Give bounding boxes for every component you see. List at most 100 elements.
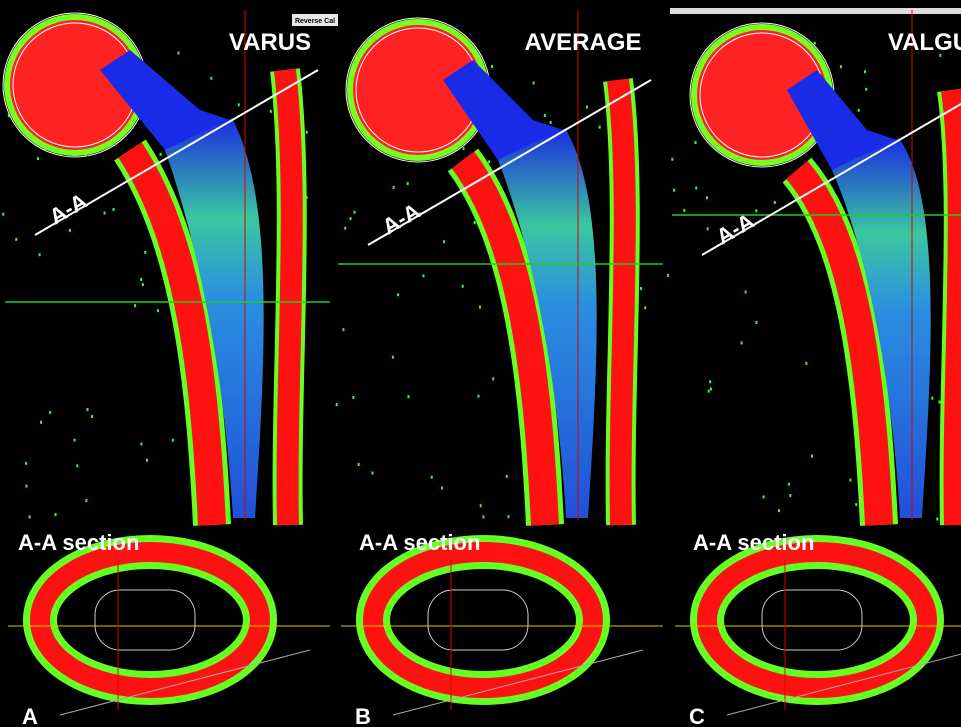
speckle [744, 290, 747, 294]
view-title: VARUS [229, 29, 311, 56]
speckle [740, 341, 743, 345]
toolbar-label: Reverse Cal [295, 18, 335, 25]
speckle [709, 380, 712, 384]
speckle [479, 504, 482, 508]
speckle [706, 227, 709, 231]
speckle [36, 157, 39, 161]
speckle [86, 407, 89, 411]
speckle [849, 478, 852, 482]
speckle [177, 51, 180, 55]
section-diagonal [59, 649, 311, 716]
speckle [695, 186, 698, 190]
speckle [805, 361, 808, 365]
speckle [644, 306, 647, 310]
speckle [773, 201, 776, 205]
panel-letter: B [355, 704, 371, 727]
speckle [407, 395, 410, 399]
section-line [701, 102, 961, 256]
speckle [478, 305, 481, 309]
section-label: A-A section [693, 530, 814, 555]
speckle [473, 221, 476, 225]
speckle [863, 70, 866, 74]
stem-section-outline [427, 589, 529, 651]
speckle [673, 188, 676, 192]
speckle [85, 499, 88, 503]
view-title: AVERAGE [525, 29, 642, 56]
panel-letter: C [689, 704, 705, 727]
toolbar-button [292, 14, 338, 26]
toolbar-strip [670, 8, 961, 14]
speckle [146, 458, 149, 462]
speckle [461, 284, 464, 288]
speckle [462, 147, 465, 151]
speckle [171, 438, 174, 442]
cortex-right [274, 68, 303, 526]
speckle [159, 152, 162, 156]
speckle [210, 76, 213, 80]
section-line [367, 79, 652, 246]
speckle [144, 250, 147, 254]
cortex-right [941, 88, 961, 526]
speckle [357, 462, 360, 466]
speckle [532, 81, 535, 85]
speckle [91, 415, 94, 419]
speckle [406, 182, 409, 186]
speckle [865, 87, 868, 91]
speckle [353, 210, 356, 214]
speckle [76, 464, 79, 468]
speckle [813, 41, 816, 45]
stem-section-outline [761, 589, 863, 651]
speckle [505, 474, 508, 478]
speckle [140, 277, 143, 281]
speckle [392, 185, 395, 189]
speckle [25, 484, 28, 488]
speckle [707, 389, 710, 393]
speckle [156, 309, 159, 313]
cortex-left [786, 160, 893, 526]
speckle [491, 64, 494, 68]
speckle [762, 495, 765, 499]
cortex-left [118, 142, 226, 526]
speckle [443, 240, 446, 244]
speckle [477, 394, 480, 398]
speckle [488, 160, 491, 164]
speckle [939, 53, 942, 57]
stem-body [498, 128, 597, 518]
speckle [507, 515, 510, 519]
cross-section [697, 542, 937, 698]
speckle [73, 438, 76, 442]
speckle [492, 377, 495, 381]
speckle [938, 400, 941, 404]
cortex-right [607, 78, 636, 526]
section-diagonal [392, 649, 644, 716]
speckle [855, 503, 858, 507]
speckle [755, 209, 758, 213]
speckle [352, 395, 355, 399]
speckle [709, 387, 712, 391]
speckle [694, 141, 697, 145]
speckle [671, 157, 674, 161]
speckle [839, 65, 842, 69]
speckle [103, 211, 106, 215]
speckle [335, 403, 338, 407]
speckle [25, 461, 28, 465]
speckle [789, 494, 792, 498]
speckle [810, 454, 813, 458]
speckle [349, 217, 352, 221]
speckle [112, 208, 115, 212]
speckle [344, 226, 347, 230]
speckle [134, 304, 137, 308]
speckle [40, 420, 43, 424]
speckle [777, 509, 780, 513]
speckle [38, 253, 41, 257]
stem-body [165, 118, 264, 518]
speckle [371, 471, 374, 475]
stem-section-outline [94, 589, 196, 651]
speckle [342, 328, 345, 332]
speckle [237, 103, 240, 107]
speckle [15, 237, 18, 241]
view-title: VALGUS [888, 29, 961, 56]
